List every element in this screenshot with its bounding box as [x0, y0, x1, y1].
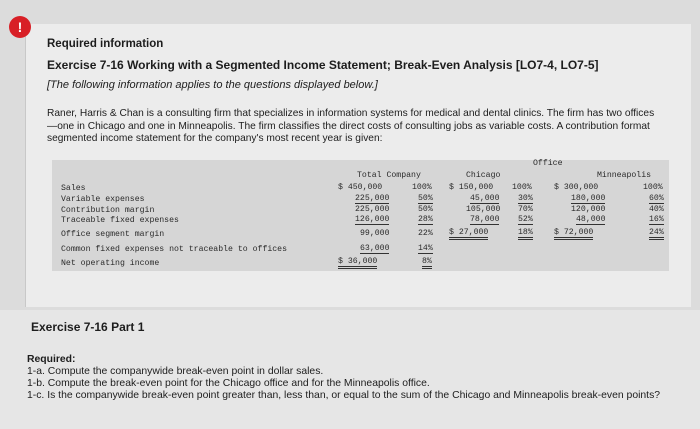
- row-label-traceable-fixed: Traceable fixed expenses: [61, 216, 179, 225]
- row-label-common-fixed: Common fixed expenses not traceable to o…: [61, 245, 288, 254]
- total-variable-pct: 50%: [418, 194, 433, 204]
- question-1b: 1-b. Compute the break-even point for th…: [27, 378, 430, 389]
- part-title: Exercise 7-16 Part 1: [31, 320, 145, 334]
- income-statement-table: [52, 160, 669, 271]
- part-panel: [0, 310, 700, 429]
- row-label-variable-expenses: Variable expenses: [61, 195, 145, 204]
- minneapolis-segment-margin-pct: 24%: [649, 228, 664, 240]
- minneapolis-contribution: 120,000: [571, 205, 606, 214]
- minneapolis-sales-pct: 100%: [643, 183, 663, 192]
- minneapolis-variable-pct: 60%: [649, 194, 664, 204]
- total-common-fixed-pct: 14%: [418, 244, 433, 254]
- total-segment-margin-pct: 22%: [418, 229, 433, 238]
- col-chicago: Chicago: [466, 171, 501, 180]
- total-sales-pct: 100%: [412, 183, 432, 192]
- minneapolis-sales: $ 300,000: [554, 183, 599, 192]
- col-minneapolis: Minneapolis: [597, 171, 652, 180]
- required-information-heading: Required information: [47, 38, 164, 50]
- col-total-company: Total Company: [357, 171, 421, 180]
- chicago-contribution: 105,000: [466, 205, 501, 214]
- chicago-sales: $ 150,000: [449, 183, 494, 192]
- total-variable: 225,000: [355, 194, 390, 204]
- chicago-segment-margin: $ 27,000: [449, 228, 489, 240]
- total-segment-margin: 99,000: [360, 229, 390, 238]
- chicago-variable: 45,000: [470, 194, 500, 204]
- chicago-traceable: 78,000: [470, 215, 500, 225]
- office-group-header: Office: [533, 159, 563, 168]
- alert-icon: !: [9, 16, 31, 38]
- total-contribution-pct: 50%: [418, 205, 433, 214]
- chicago-traceable-pct: 52%: [518, 215, 533, 225]
- total-traceable: 126,000: [355, 215, 390, 225]
- info-note: [The following information applies to th…: [47, 79, 378, 91]
- problem-paragraph: Raner, Harris & Chan is a consulting fir…: [47, 108, 655, 144]
- total-net-income-pct: 8%: [422, 257, 432, 269]
- chicago-segment-margin-pct: 18%: [518, 228, 533, 240]
- minneapolis-variable: 180,000: [571, 194, 606, 204]
- required-label: Required:: [27, 354, 76, 365]
- chicago-variable-pct: 30%: [518, 194, 533, 204]
- total-net-income: $ 36,000: [338, 257, 378, 269]
- row-label-office-segment-margin: Office segment margin: [61, 230, 165, 239]
- minneapolis-traceable: 48,000: [576, 215, 606, 225]
- minneapolis-segment-margin: $ 72,000: [554, 228, 594, 240]
- row-label-contribution-margin: Contribution margin: [61, 206, 155, 215]
- total-common-fixed: 63,000: [360, 244, 390, 254]
- total-traceable-pct: 28%: [418, 215, 433, 225]
- minneapolis-traceable-pct: 16%: [649, 215, 664, 225]
- chicago-contribution-pct: 70%: [518, 205, 533, 214]
- minneapolis-contribution-pct: 40%: [649, 205, 664, 214]
- question-1a: 1-a. Compute the companywide break-even …: [27, 366, 324, 377]
- row-label-sales: Sales: [61, 184, 86, 193]
- row-label-net-operating-income: Net operating income: [61, 259, 160, 268]
- total-sales: $ 450,000: [338, 183, 383, 192]
- total-contribution: 225,000: [355, 205, 390, 214]
- chicago-sales-pct: 100%: [512, 183, 532, 192]
- question-1c: 1-c. Is the companywide break-even point…: [27, 390, 661, 401]
- exercise-title: Exercise 7-16 Working with a Segmented I…: [47, 58, 599, 72]
